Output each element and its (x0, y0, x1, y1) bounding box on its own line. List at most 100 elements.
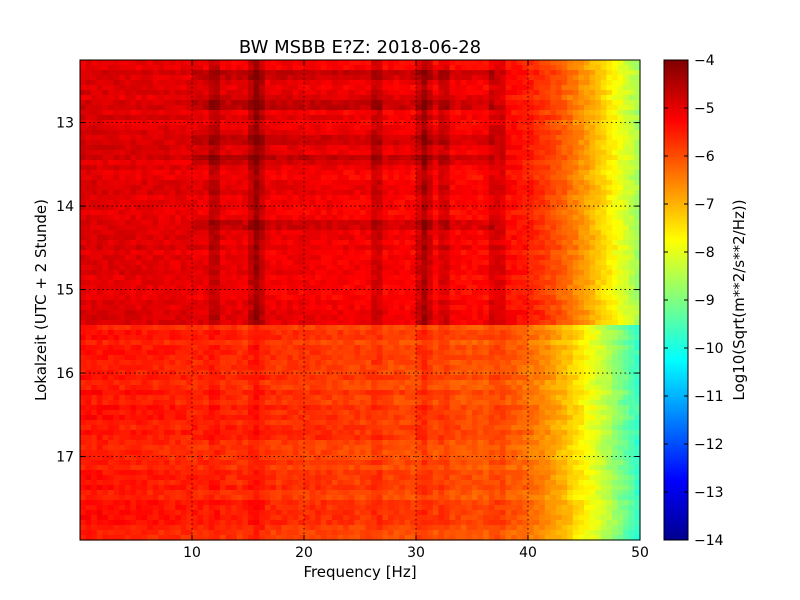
heatmap-cell (505, 125, 512, 131)
heatmap-cell (382, 155, 389, 161)
heatmap-cell (242, 90, 249, 96)
heatmap-cell (600, 180, 607, 186)
heatmap-cell (164, 260, 171, 266)
heatmap-cell (388, 300, 395, 306)
heatmap-cell (572, 165, 579, 171)
heatmap-cell (595, 185, 602, 191)
heatmap-cell (192, 90, 199, 96)
heatmap-cell (561, 255, 568, 261)
heatmap-cell (108, 60, 115, 66)
heatmap-cell (399, 295, 406, 301)
heatmap-cell (236, 155, 243, 161)
heatmap-cell (522, 130, 529, 136)
heatmap-cell (438, 295, 445, 301)
heatmap-cell (208, 195, 215, 201)
heatmap-cell (488, 305, 495, 311)
heatmap-cell (186, 240, 193, 246)
heatmap-cell (80, 150, 87, 156)
heatmap-cell (158, 200, 165, 206)
heatmap-cell (326, 130, 333, 136)
heatmap-cell (612, 80, 619, 86)
heatmap-cell (214, 305, 221, 311)
heatmap-cell (287, 85, 294, 91)
heatmap-cell (556, 295, 563, 301)
heatmap-cell (500, 280, 507, 286)
heatmap-cell (561, 85, 568, 91)
heatmap-cell (505, 275, 512, 281)
heatmap-cell (354, 170, 361, 176)
heatmap-cell (427, 65, 434, 71)
heatmap-cell (444, 165, 451, 171)
heatmap-cell (343, 105, 350, 111)
heatmap-cell (438, 75, 445, 81)
heatmap-cell (528, 255, 535, 261)
heatmap-cell (113, 240, 120, 246)
heatmap-cell (528, 145, 535, 151)
heatmap-cell (130, 240, 137, 246)
heatmap-cell (522, 135, 529, 141)
heatmap-cell (472, 260, 479, 266)
heatmap-cell (528, 195, 535, 201)
heatmap-cell (404, 240, 411, 246)
heatmap-cell (432, 230, 439, 236)
heatmap-cell (270, 295, 277, 301)
heatmap-cell (192, 215, 199, 221)
heatmap-cell (360, 305, 367, 311)
heatmap-cell (365, 100, 372, 106)
heatmap-cell (550, 175, 557, 181)
heatmap-cell (337, 185, 344, 191)
heatmap-cell (533, 200, 540, 206)
heatmap-cell (578, 295, 585, 301)
heatmap-cell (80, 245, 87, 251)
heatmap-cell (371, 240, 378, 246)
heatmap-cell (494, 235, 501, 241)
heatmap-cell (343, 95, 350, 101)
heatmap-cell (80, 200, 87, 206)
heatmap-cell (589, 145, 596, 151)
heatmap-cell (388, 155, 395, 161)
heatmap-cell (276, 100, 283, 106)
heatmap-cell (119, 160, 126, 166)
heatmap-cell (225, 260, 232, 266)
heatmap-cell (572, 130, 579, 136)
heatmap-cell (332, 270, 339, 276)
heatmap-cell (124, 75, 131, 81)
heatmap-cell (287, 220, 294, 226)
heatmap-cell (326, 295, 333, 301)
heatmap-cell (371, 115, 378, 121)
heatmap-cell (584, 180, 591, 186)
heatmap-cell (455, 280, 462, 286)
heatmap-cell (578, 290, 585, 296)
heatmap-cell (309, 65, 316, 71)
heatmap-cell (147, 290, 154, 296)
heatmap-cell (270, 70, 277, 76)
heatmap-cell (494, 85, 501, 91)
heatmap-cell (472, 255, 479, 261)
heatmap-cell (623, 255, 630, 261)
heatmap-cell (494, 120, 501, 126)
heatmap-cell (410, 170, 417, 176)
heatmap-cell (315, 95, 322, 101)
heatmap-cell (124, 125, 131, 131)
heatmap-cell (197, 300, 204, 306)
heatmap-cell (455, 270, 462, 276)
heatmap-cell (147, 240, 154, 246)
heatmap-cell (248, 210, 255, 216)
heatmap-cell (130, 230, 137, 236)
heatmap-cell (225, 95, 232, 101)
heatmap-cell (186, 255, 193, 261)
heatmap-cell (231, 285, 238, 291)
heatmap-cell (136, 265, 143, 271)
heatmap-cell (203, 95, 210, 101)
heatmap-cell (472, 65, 479, 71)
heatmap-cell (147, 275, 154, 281)
heatmap-cell (539, 215, 546, 221)
heatmap-cell (628, 290, 635, 296)
heatmap-cell (455, 215, 462, 221)
heatmap-cell (528, 205, 535, 211)
heatmap-cell (164, 90, 171, 96)
heatmap-cell (544, 135, 551, 141)
heatmap-cell (617, 195, 624, 201)
heatmap-cell (119, 155, 126, 161)
heatmap-cell (511, 65, 518, 71)
